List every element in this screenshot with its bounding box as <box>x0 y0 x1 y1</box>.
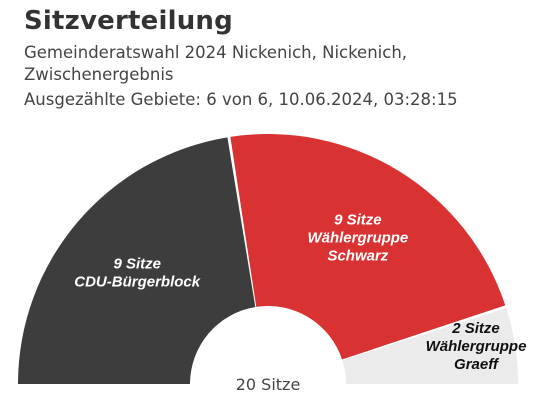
chart-title: Sitzverteilung <box>24 6 233 36</box>
slice-1-name-label: Wählergruppe <box>307 229 408 246</box>
slice-2 <box>342 308 518 384</box>
total-seats-label: 20 Sitze <box>236 375 301 394</box>
slice-2-seats-label: 2 Sitze <box>451 320 500 337</box>
slice-0 <box>18 137 256 384</box>
slice-1-name-label: Schwarz <box>327 247 388 264</box>
slice-1-seats-label: 9 Sitze <box>334 211 382 228</box>
slice-0-name-label: CDU-Bürgerblock <box>74 273 201 290</box>
chart-subtitle: Gemeinderatswahl 2024 Nickenich, Nickeni… <box>24 43 408 84</box>
slice-2-name-label: Graeff <box>454 356 500 373</box>
slice-0-seats-label: 9 Sitze <box>113 255 161 272</box>
chart-slices <box>18 134 518 384</box>
slice-2-name-label: Wählergruppe <box>426 338 527 355</box>
slice-1 <box>230 134 506 360</box>
counted-areas-info: Ausgezählte Gebiete: 6 von 6, 10.06.2024… <box>24 90 458 109</box>
